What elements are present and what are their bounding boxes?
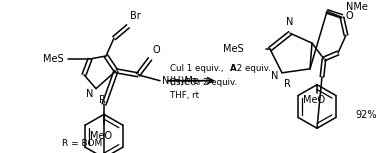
Text: MeO: MeO [90, 131, 112, 141]
Text: 2 equiv.: 2 equiv. [234, 64, 271, 73]
Text: Br: Br [130, 11, 141, 21]
Text: MeS: MeS [223, 44, 244, 54]
Text: N(H)Me: N(H)Me [162, 76, 199, 86]
Text: Cs₂CO₃ 2 equiv.: Cs₂CO₃ 2 equiv. [170, 78, 237, 87]
Text: N: N [271, 71, 278, 81]
Text: R: R [99, 95, 106, 104]
Text: MeO: MeO [303, 95, 325, 105]
Text: MeS: MeS [43, 54, 64, 64]
Text: NMe: NMe [346, 2, 368, 12]
Text: 92%: 92% [355, 110, 376, 120]
Text: CuI 1 equiv.,: CuI 1 equiv., [170, 64, 226, 73]
Text: THF, rt: THF, rt [170, 91, 199, 100]
Text: A: A [230, 64, 237, 73]
Text: R: R [284, 79, 291, 89]
Text: N: N [86, 89, 93, 99]
Text: O: O [346, 11, 354, 21]
Text: N: N [286, 17, 294, 27]
Text: O: O [153, 45, 161, 55]
Text: R = BOM: R = BOM [62, 139, 102, 148]
